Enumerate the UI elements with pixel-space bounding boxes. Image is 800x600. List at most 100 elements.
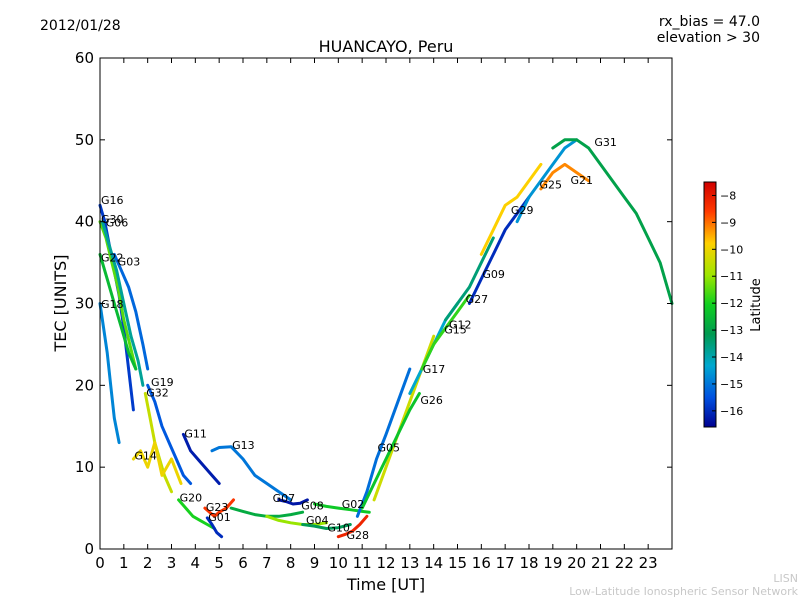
satellite-label-g12: G12 — [449, 319, 472, 332]
series-g20 — [177, 498, 216, 530]
x-tick-label: 3 — [167, 554, 177, 572]
series-g10 — [301, 523, 352, 530]
series-g19 — [146, 383, 193, 485]
x-tick-label: 4 — [191, 554, 201, 572]
satellite-label-g23: G23 — [206, 501, 229, 514]
x-tick-label: 18 — [519, 554, 538, 572]
series-g18 — [98, 302, 121, 445]
satellite-label-g03: G03 — [118, 256, 141, 269]
date-label: 2012/01/28 — [40, 18, 121, 34]
y-tick-label: 50 — [75, 131, 94, 149]
x-tick-label: 16 — [472, 554, 491, 572]
y-tick-label: 40 — [75, 213, 94, 231]
satellite-label-g26: G26 — [420, 394, 443, 407]
series-g21 — [539, 162, 591, 191]
colorbar-tick-label: −9 — [720, 216, 736, 229]
series-g22 — [98, 252, 138, 371]
colorbar-tick-label: −10 — [720, 243, 743, 256]
y-tick-label: 20 — [75, 376, 94, 394]
x-tick-label: 12 — [376, 554, 395, 572]
x-tick-label: 14 — [424, 554, 443, 572]
x-tick-label: 21 — [591, 554, 610, 572]
series-g12 — [420, 293, 471, 371]
axis-ticks: 0 1 2 3 4 5 6 7 8 9 10 11 12 13 14 15 16 17 18 19 20 21 22 2301… — [75, 49, 672, 572]
satellite-label-g30: G30 — [101, 213, 124, 226]
satellite-label-g29: G29 — [511, 204, 534, 217]
colorbar-tick-label: −11 — [720, 270, 743, 283]
x-tick-label: 23 — [639, 554, 658, 572]
satellite-label-g17: G17 — [423, 363, 446, 376]
colorbar-tick-label: −8 — [720, 189, 736, 202]
colorbar — [703, 181, 717, 428]
series-g01 — [205, 516, 224, 539]
x-tick-label: 17 — [496, 554, 515, 572]
elevation-label: elevation > 30 — [656, 30, 760, 46]
footer: LISN Low-Latitude Ionospheric Sensor Net… — [569, 572, 798, 598]
colorbar-tick-label: −12 — [720, 297, 743, 310]
satellite-label-g28: G28 — [346, 529, 369, 542]
x-tick-label: 8 — [286, 554, 296, 572]
series-g02 — [313, 502, 371, 514]
series-g09 — [467, 195, 531, 305]
header-info: rx_bias = 47.0 elevation > 30 — [657, 14, 760, 46]
y-axis-label: TEC [UNITS] — [51, 255, 70, 353]
series-g25 — [515, 138, 579, 224]
satellite-label-g06: G06 — [106, 216, 129, 229]
x-tick-label: 10 — [329, 554, 348, 572]
satellite-label-g15: G15 — [444, 324, 467, 337]
x-tick-label: 9 — [310, 554, 320, 572]
satellite-label-g27: G27 — [466, 293, 489, 306]
x-tick-label: 6 — [238, 554, 248, 572]
y-tick-label: 60 — [75, 49, 94, 67]
satellite-label-g07: G07 — [273, 492, 296, 505]
series-g03 — [112, 252, 150, 371]
x-tick-label: 0 — [95, 554, 105, 572]
satellite-label-g01: G01 — [208, 511, 231, 524]
x-tick-label: 7 — [262, 554, 272, 572]
satellite-label-g20: G20 — [180, 491, 203, 504]
satellite-label-g32: G32 — [146, 387, 169, 400]
x-tick-label: 11 — [353, 554, 372, 572]
colorbar-label: Latitude — [749, 278, 764, 332]
series-g27 — [444, 236, 495, 322]
colorbar-tick-label: −16 — [720, 405, 743, 418]
satellite-label-g21: G21 — [571, 174, 594, 187]
satellite-label-g05: G05 — [377, 441, 400, 454]
satellite-label-g22: G22 — [101, 251, 124, 264]
series-g23 — [203, 498, 235, 518]
y-tick-label: 10 — [75, 458, 94, 476]
x-tick-label: 19 — [543, 554, 562, 572]
series-g11 — [181, 432, 221, 485]
satellite-label-g18: G18 — [101, 298, 124, 311]
series-g26 — [360, 392, 421, 510]
rx-bias-label: rx_bias = 47.0 — [658, 14, 760, 30]
satellite-label-g14: G14 — [134, 450, 157, 463]
satellite-label-g09: G09 — [482, 268, 505, 281]
x-tick-label: 20 — [567, 554, 586, 572]
y-tick-label: 30 — [75, 295, 94, 313]
series-g15 — [408, 302, 459, 395]
y-tick-label: 0 — [84, 540, 94, 558]
x-tick-label: 13 — [400, 554, 419, 572]
satellite-label-g19: G19 — [151, 376, 174, 389]
series-g14 — [131, 441, 183, 485]
x-tick-label: 1 — [119, 554, 129, 572]
colorbar-tick-label: −13 — [720, 324, 743, 337]
series-g04 — [265, 514, 328, 526]
satellite-label-g10: G10 — [327, 522, 350, 535]
satellite-label-g08: G08 — [301, 499, 324, 512]
plot-frame — [99, 57, 673, 550]
plot-marks: G16G30G06G22G03G18G19G32G14G11G13G20G23G… — [98, 136, 674, 542]
series-g13 — [210, 445, 293, 502]
series-g28 — [336, 514, 369, 539]
colorbar-tick-label: −15 — [720, 378, 743, 391]
satellite-label-g13: G13 — [232, 439, 255, 452]
x-tick-label: 2 — [143, 554, 153, 572]
satellite-label-g11: G11 — [184, 427, 207, 440]
x-axis-label: Time [UT] — [346, 575, 425, 594]
series-g08 — [277, 498, 309, 506]
satellite-label-g02: G02 — [342, 498, 365, 511]
series-g06 — [100, 220, 145, 387]
footer-network: Low-Latitude Ionospheric Sensor Network — [569, 585, 798, 598]
